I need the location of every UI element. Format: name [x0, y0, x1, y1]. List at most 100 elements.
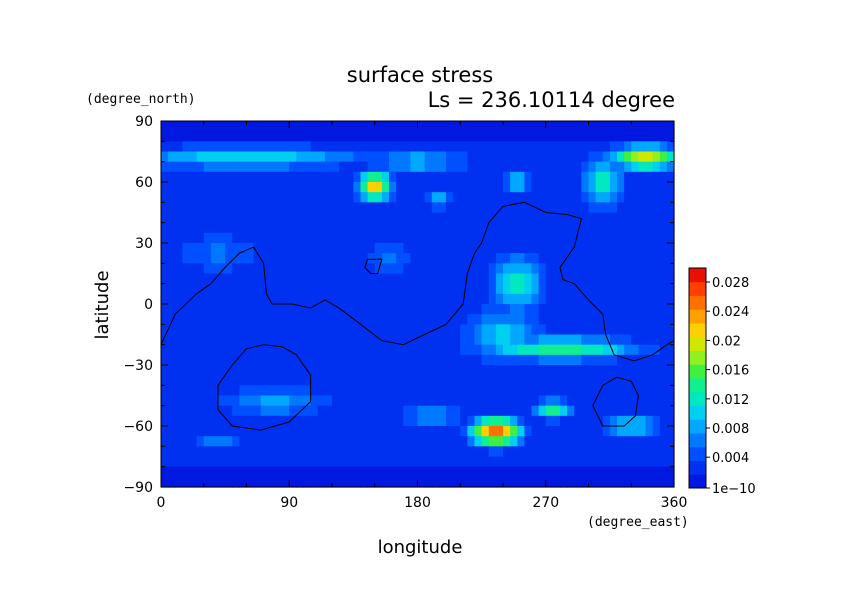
heatmap-cell: [389, 456, 397, 468]
heatmap-cell: [360, 232, 369, 244]
heatmap-cell: [239, 466, 248, 478]
heatmap-cell: [332, 395, 340, 407]
heatmap-cell: [253, 273, 262, 285]
heatmap-cell: [652, 385, 661, 397]
heatmap-cell: [232, 476, 240, 488]
heatmap-cell: [389, 476, 397, 488]
heatmap-cell: [609, 171, 618, 183]
heatmap-cell: [367, 324, 376, 336]
heatmap-cell: [503, 365, 511, 376]
heatmap-cell: [417, 426, 426, 437]
heatmap-cell: [346, 182, 354, 193]
heatmap-cell: [267, 232, 276, 244]
heatmap-cell: [552, 446, 561, 458]
heatmap-cell: [602, 222, 611, 234]
x-tick-label: 0: [157, 495, 166, 511]
heatmap-cell: [531, 456, 540, 468]
heatmap-cell: [552, 304, 561, 315]
coastline: [364, 258, 383, 274]
heatmap-cell: [510, 222, 518, 234]
heatmap-cell: [389, 395, 397, 407]
heatmap-cell: [460, 161, 468, 173]
heatmap-cell: [289, 131, 297, 142]
heatmap-cell: [360, 243, 369, 254]
heatmap-cell: [659, 141, 668, 153]
heatmap-cell: [267, 365, 276, 376]
heatmap-cell: [381, 171, 390, 183]
heatmap-cell: [310, 456, 319, 468]
heatmap-cell: [545, 151, 554, 163]
heatmap-cell: [588, 415, 597, 427]
heatmap-cell: [196, 344, 205, 356]
heatmap-cell: [267, 415, 276, 427]
heatmap-cell: [360, 293, 369, 305]
heatmap-cell: [495, 395, 504, 407]
heatmap-cell: [560, 334, 568, 346]
heatmap-cell: [389, 243, 397, 254]
heatmap-cell: [453, 121, 461, 132]
heatmap-cell: [296, 151, 305, 163]
heatmap-cell: [467, 446, 476, 458]
heatmap-cell: [289, 365, 297, 376]
heatmap-cell: [168, 161, 176, 173]
heatmap-cell: [239, 334, 248, 346]
heatmap-cell: [474, 314, 483, 325]
heatmap-cell: [346, 446, 354, 458]
heatmap-cell: [367, 232, 376, 244]
heatmap-cell: [246, 202, 255, 214]
heatmap-cell: [645, 141, 654, 153]
heatmap-cell: [481, 293, 490, 305]
heatmap-cell: [239, 365, 248, 376]
heatmap-cell: [182, 314, 191, 325]
heatmap-cell: [624, 293, 632, 305]
heatmap-cell: [567, 405, 575, 417]
heatmap-cell: [374, 171, 383, 183]
heatmap-cell: [481, 426, 490, 437]
heatmap-cell: [438, 131, 447, 142]
heatmap-cell: [659, 354, 668, 366]
heatmap-cell: [517, 171, 525, 183]
heatmap-cell: [531, 476, 540, 488]
heatmap-cell: [467, 354, 476, 366]
heatmap-cell: [624, 304, 632, 315]
heatmap-cell: [446, 131, 454, 142]
heatmap-cell: [303, 202, 312, 214]
heatmap-cell: [574, 232, 582, 244]
heatmap-cell: [538, 283, 547, 295]
heatmap-cell: [538, 293, 547, 305]
heatmap-cell: [453, 314, 461, 325]
heatmap-cell: [431, 304, 440, 315]
heatmap-cell: [389, 365, 397, 376]
heatmap-cell: [161, 436, 169, 447]
heatmap-cell: [253, 253, 262, 264]
heatmap-cell: [538, 415, 547, 427]
heatmap-cell: [617, 263, 625, 275]
heatmap-cell: [275, 446, 283, 458]
heatmap-cell: [218, 436, 226, 447]
heatmap-cell: [474, 324, 483, 336]
heatmap-cell: [267, 141, 276, 153]
heatmap-cell: [531, 131, 540, 142]
heatmap-cell: [588, 375, 597, 386]
heatmap-cell: [196, 446, 205, 458]
heatmap-cell: [595, 385, 604, 397]
heatmap-cell: [659, 385, 668, 397]
heatmap-cell: [453, 375, 461, 386]
heatmap-cell: [360, 446, 369, 458]
heatmap-cell: [552, 426, 561, 437]
heatmap-cell: [567, 365, 575, 376]
heatmap-cell: [431, 354, 440, 366]
heatmap-cell: [659, 151, 668, 163]
heatmap-cell: [438, 304, 447, 315]
heatmap-cell: [666, 121, 675, 132]
heatmap-cell: [560, 415, 568, 427]
heatmap-cell: [659, 395, 668, 407]
heatmap-cell: [210, 375, 219, 386]
heatmap-cell: [538, 344, 547, 356]
heatmap-cell: [460, 354, 468, 366]
heatmap-cell: [168, 263, 176, 275]
heatmap-cell: [389, 426, 397, 437]
heatmap-cell: [524, 273, 533, 285]
heatmap-cell: [617, 151, 625, 163]
heatmap-cell: [446, 344, 454, 356]
